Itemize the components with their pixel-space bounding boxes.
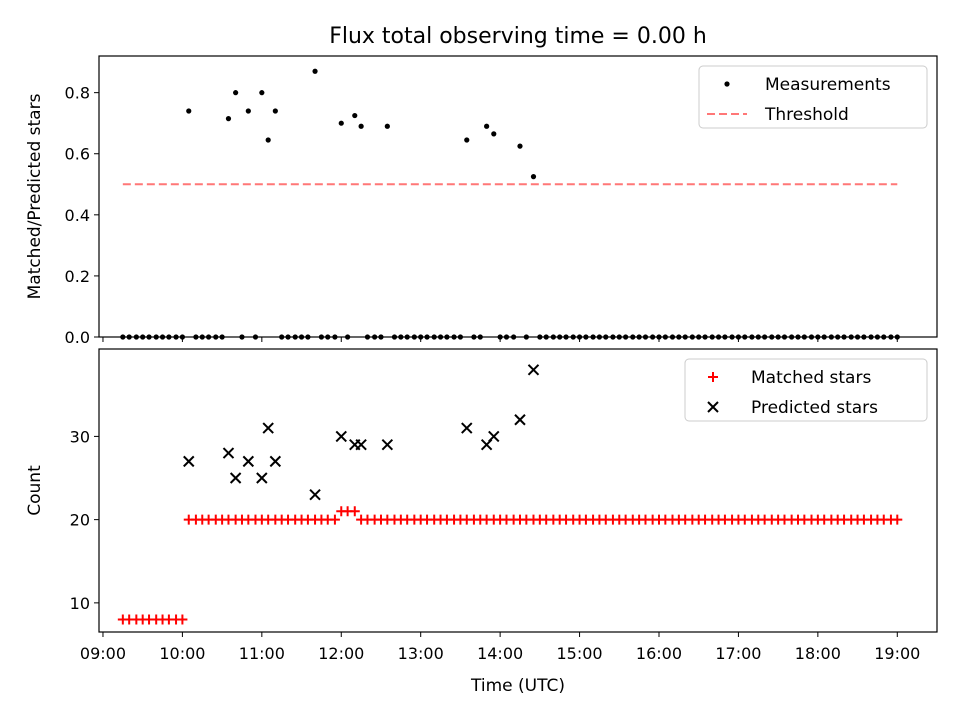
- x-tick-label: 17:00: [715, 644, 761, 663]
- measurement-point: [312, 68, 318, 74]
- x-tick-label: 15:00: [557, 644, 603, 663]
- axes-frame: [98, 55, 938, 338]
- y-tick-label: 0.8: [65, 84, 90, 103]
- y-tick-label: 20: [70, 511, 90, 530]
- x-tick-label: 09:00: [80, 644, 126, 663]
- measurement-point: [352, 112, 358, 119]
- axes-frame: [98, 348, 938, 633]
- star-count-panel: 10 20 30 09:00 10:00 11:00 12:00 13:00 14:00 15:0…: [25, 348, 938, 696]
- y-tick-label: 30: [70, 427, 90, 446]
- measurement-point: [464, 137, 470, 143]
- legend-x-icon: [707, 401, 719, 413]
- predicted-stars-point: [461, 422, 473, 434]
- measurement-point: [484, 123, 490, 129]
- x-tick-label: 19:00: [874, 644, 920, 663]
- measurement-point: [530, 174, 537, 180]
- matched-stars-point: [177, 614, 188, 625]
- x-tick-label: 12:00: [318, 644, 364, 663]
- predicted-stars-point: [335, 430, 347, 443]
- flux-ratio-panel: 0.0 0.2 0.4 0.6 0.8 Matched/Predicted stars Me…: [25, 55, 938, 347]
- legend-label: Measurements: [765, 75, 891, 95]
- predicted-stars-point: [183, 455, 195, 468]
- measurement-point: [384, 123, 390, 129]
- predicted-stars-point: [527, 364, 540, 376]
- y-axis-label: Matched/Predicted stars: [25, 93, 45, 299]
- x-tick-label: 14:00: [477, 644, 523, 663]
- predicted-stars-point: [309, 488, 321, 501]
- measurement-point: [358, 123, 364, 129]
- measurement-point: [491, 131, 497, 137]
- legend-label: Threshold: [764, 105, 849, 125]
- legend-plus-icon: [708, 372, 718, 382]
- legend: Measurements Threshold: [698, 65, 928, 129]
- measurement-point: [338, 120, 344, 126]
- legend-box: [698, 65, 928, 129]
- x-tick-label: 18:00: [795, 644, 841, 663]
- predicted-stars-point: [381, 439, 394, 451]
- predicted-stars-point: [488, 430, 500, 443]
- matched-stars-point: [349, 506, 360, 517]
- y-tick-label: 10: [70, 594, 90, 613]
- predicted-stars-point: [269, 455, 282, 468]
- measurement-point: [272, 108, 278, 114]
- predicted-stars-point: [355, 439, 367, 451]
- figure-title: Flux total observing time = 0.00 h: [329, 24, 707, 49]
- x-tick-label: 16:00: [636, 644, 682, 663]
- predicted-stars-point: [514, 414, 526, 426]
- measurement-point: [259, 90, 265, 96]
- measurement-point: [233, 90, 239, 96]
- legend-dot-icon: [724, 81, 730, 87]
- measurement-point: [265, 137, 271, 143]
- predicted-stars-point: [229, 472, 242, 484]
- legend-label: Predicted stars: [751, 398, 878, 418]
- predicted-stars-point: [262, 422, 274, 434]
- x-tick-label: 13:00: [398, 644, 444, 663]
- legend-label: Matched stars: [751, 368, 871, 388]
- x-tick-label: 11:00: [239, 644, 285, 663]
- matched-stars-point: [329, 514, 340, 525]
- measurement-point: [186, 108, 192, 114]
- measurement-point: [517, 143, 523, 149]
- x-tick-label: 10:00: [159, 644, 205, 663]
- predicted-stars-point: [222, 447, 235, 459]
- y-tick-label: 0.4: [65, 206, 90, 225]
- y-tick-label: 0.6: [65, 145, 90, 164]
- y-axis-label: Count: [25, 465, 45, 516]
- y-tick-label: 0.2: [65, 267, 90, 286]
- predicted-stars-point: [256, 472, 268, 484]
- predicted-stars-point: [242, 455, 255, 468]
- x-axis-label: Time (UTC): [470, 676, 565, 696]
- measurement-point: [245, 108, 251, 114]
- measurement-point: [225, 116, 232, 122]
- legend-box: [684, 358, 928, 422]
- matched-stars-point: [892, 514, 903, 525]
- legend: Matched stars Predicted stars: [684, 358, 928, 422]
- y-tick-label: 0.0: [65, 328, 90, 347]
